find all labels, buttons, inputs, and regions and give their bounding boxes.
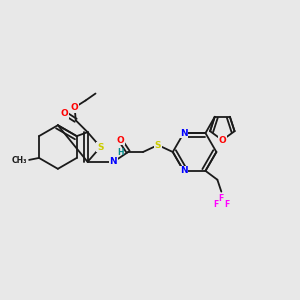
Text: O: O bbox=[218, 136, 226, 145]
Text: CH₃: CH₃ bbox=[12, 156, 27, 165]
Text: F: F bbox=[219, 194, 224, 202]
Text: N: N bbox=[180, 129, 188, 138]
Text: H: H bbox=[117, 148, 124, 157]
Text: S: S bbox=[97, 142, 104, 152]
Text: O: O bbox=[116, 136, 124, 145]
Text: F: F bbox=[213, 200, 218, 208]
Text: O: O bbox=[71, 103, 79, 112]
Text: N: N bbox=[110, 158, 117, 166]
Text: N: N bbox=[180, 167, 188, 176]
Text: S: S bbox=[155, 140, 161, 149]
Text: O: O bbox=[61, 109, 69, 118]
Text: F: F bbox=[225, 200, 230, 208]
